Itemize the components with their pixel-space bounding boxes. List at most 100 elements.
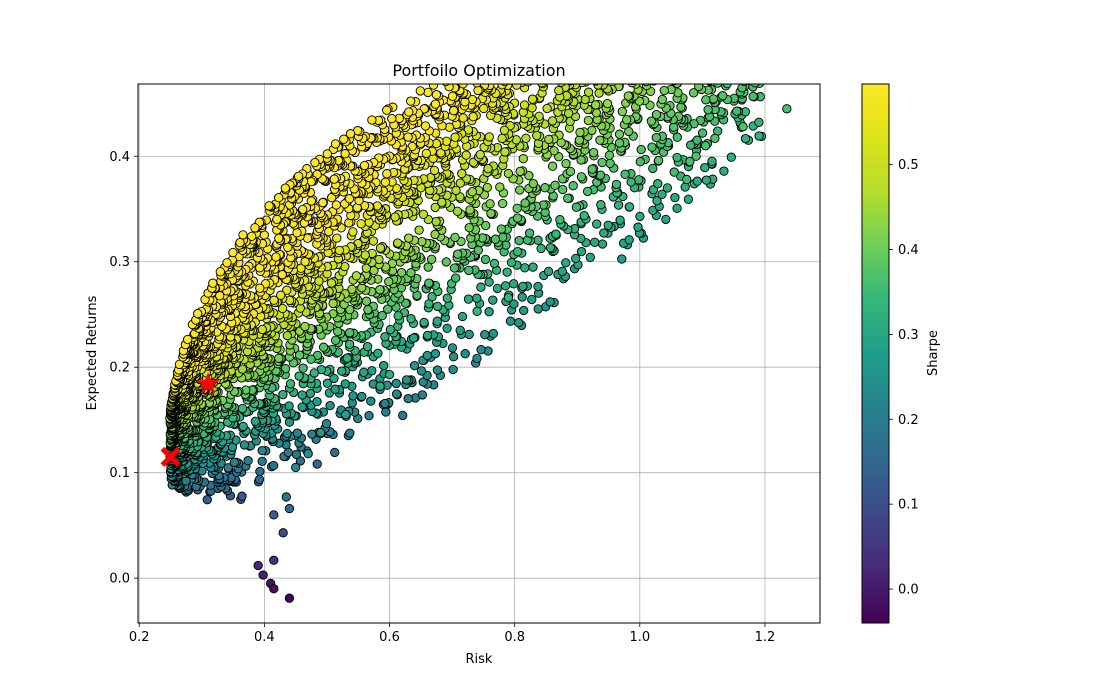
scatter-point <box>228 247 238 258</box>
scatter-point <box>492 283 503 294</box>
scatter-point <box>451 273 461 283</box>
scatter-point <box>282 285 292 295</box>
scatter-point <box>490 234 501 244</box>
scatter-point <box>406 314 416 324</box>
y-tick-label: 0.1 <box>109 466 130 481</box>
scatter-point <box>422 330 433 341</box>
scatter-point <box>605 158 615 169</box>
scatter-point <box>597 239 608 249</box>
scatter-point <box>558 184 568 195</box>
scatter-point <box>430 99 441 109</box>
scatter-point <box>479 103 489 114</box>
scatter-point <box>328 298 338 309</box>
scatter-point <box>312 396 322 407</box>
scatter-point <box>497 133 507 144</box>
scatter-point <box>357 391 367 402</box>
scatter-point <box>368 236 379 246</box>
scatter-point <box>563 108 574 118</box>
scatter-point <box>450 132 460 142</box>
scatter-point <box>512 203 522 213</box>
scatter-point <box>626 177 636 187</box>
scatter-point <box>659 85 669 96</box>
scatter-point <box>390 212 400 222</box>
scatter-point <box>692 176 702 186</box>
scatter-point <box>554 85 564 96</box>
scatter-point <box>458 84 468 89</box>
scatter-point <box>563 193 573 203</box>
scatter-point <box>428 84 439 90</box>
scatter-point <box>258 570 268 580</box>
scatter-point <box>484 277 494 287</box>
scatter-point <box>208 278 218 288</box>
scatter-point <box>707 156 717 166</box>
scatter-point <box>457 168 467 179</box>
scatter-point <box>257 324 267 335</box>
scatter-point <box>278 389 288 400</box>
x-tick-label: 0.6 <box>379 630 400 645</box>
scatter-point <box>636 144 646 155</box>
scatter-point <box>406 96 416 106</box>
scatter-point <box>341 410 351 420</box>
scatter-point <box>239 440 250 450</box>
scatter-point <box>455 325 465 335</box>
scatter-point <box>713 84 723 88</box>
scatter-point <box>362 341 373 352</box>
scatter-point <box>652 196 662 206</box>
scatter-point <box>662 183 673 193</box>
scatter-point <box>401 375 412 385</box>
scatter-point <box>437 197 447 207</box>
scatter-point <box>468 112 478 122</box>
scatter-point <box>377 310 387 321</box>
scatter-point <box>257 456 267 466</box>
scatter-point <box>634 175 644 185</box>
scatter-point <box>318 342 329 352</box>
scatter-point <box>697 128 708 138</box>
scatter-point <box>274 192 284 203</box>
scatter-point <box>565 166 576 177</box>
scatter-point <box>614 129 625 139</box>
scatter-point <box>351 271 362 281</box>
scatter-point <box>476 345 486 355</box>
scatter-point <box>488 328 498 339</box>
scatter-point <box>418 209 429 219</box>
scatter-point <box>306 196 316 206</box>
scatter-point <box>272 214 282 224</box>
scatter-point <box>620 169 630 179</box>
scatter-point <box>291 449 302 460</box>
scatter-point <box>340 149 350 159</box>
scatter-point <box>450 232 460 243</box>
scatter-point <box>449 263 460 273</box>
scatter-point <box>391 389 402 399</box>
scatter-point <box>298 204 308 215</box>
scatter-point <box>543 266 554 277</box>
scatter-point <box>342 353 352 363</box>
y-tick-label: 0.4 <box>109 150 130 165</box>
scatter-point <box>455 178 465 188</box>
scatter-point <box>202 495 212 505</box>
scatter-point <box>754 131 764 141</box>
scatter-point <box>499 125 510 135</box>
scatter-point <box>414 225 424 235</box>
scatter-point <box>594 88 604 98</box>
chart-title: Portfoilo Optimization <box>392 61 565 80</box>
scatter-point <box>551 229 561 239</box>
scatter-point <box>657 94 667 105</box>
scatter-point <box>409 360 420 371</box>
x-tick-label: 0.4 <box>254 630 275 645</box>
scatter-point <box>524 170 534 181</box>
scatter-point <box>700 141 711 151</box>
scatter-point <box>669 167 679 177</box>
scatter-point <box>364 411 374 421</box>
scatter-point <box>527 103 537 113</box>
scatter-point <box>472 353 482 364</box>
scatter-point <box>518 154 528 164</box>
scatter-point <box>484 132 494 142</box>
scatter-point <box>457 311 468 322</box>
scatter-point <box>617 254 627 264</box>
scatter-point <box>614 138 625 148</box>
scatter-point <box>300 257 310 267</box>
scatter-point <box>222 258 232 268</box>
scatter-point <box>348 227 358 237</box>
scatter-point <box>278 528 288 538</box>
scatter-point <box>528 262 538 272</box>
